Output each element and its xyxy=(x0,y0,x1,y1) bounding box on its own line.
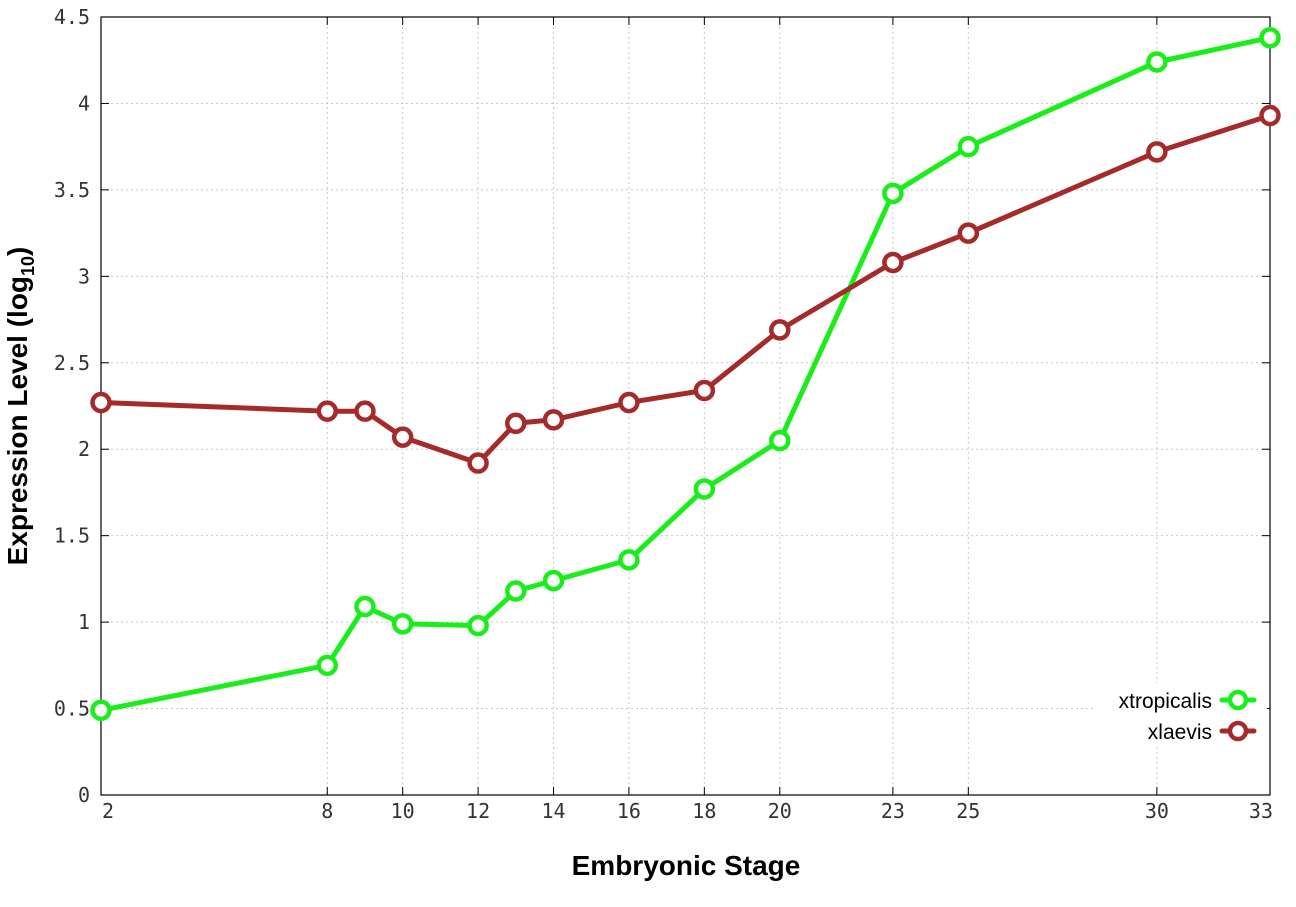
data-point-xlaevis xyxy=(542,409,565,431)
x-tick-label: 2 xyxy=(102,799,114,823)
data-point-xlaevis xyxy=(1259,104,1281,127)
x-tick-label: 20 xyxy=(768,799,792,823)
series-line-xlaevis xyxy=(98,113,1273,466)
legend-marker-xtropicalis xyxy=(1227,689,1249,711)
data-point-xlaevis xyxy=(90,391,112,414)
legend-label-xlaevis: xlaevis xyxy=(1148,721,1212,744)
data-point-xlaevis xyxy=(618,391,640,414)
data-point-xtropicalis xyxy=(391,613,414,635)
x-tick-label: 23 xyxy=(881,799,905,823)
data-point-xtropicalis xyxy=(693,478,716,500)
legend-marker-xlaevis xyxy=(1227,720,1249,742)
x-tick-label: 10 xyxy=(391,799,415,823)
x-tick-label: 18 xyxy=(692,799,716,823)
data-point-xtropicalis xyxy=(467,614,489,637)
x-tick-label: 12 xyxy=(466,799,490,823)
data-point-xlaevis xyxy=(354,400,376,422)
x-tick-label: 8 xyxy=(321,799,333,823)
data-point-xlaevis xyxy=(769,319,791,341)
data-point-xtropicalis xyxy=(90,699,112,722)
y-tick-label: 4 xyxy=(78,91,90,115)
data-point-xtropicalis xyxy=(769,429,791,452)
data-point-xlaevis xyxy=(505,412,527,435)
data-point-xlaevis xyxy=(391,426,414,448)
data-point-xlaevis xyxy=(693,379,716,402)
data-point-xlaevis xyxy=(957,222,980,244)
data-point-xtropicalis xyxy=(882,182,904,205)
data-point-xtropicalis xyxy=(542,569,565,592)
y-axis-title-close: ) xyxy=(2,247,33,256)
data-point-xtropicalis xyxy=(1146,51,1168,73)
data-point-xtropicalis xyxy=(1259,26,1281,49)
axis-ticks: 0 0.5 1 1.5 2 2.5 3 3.5 4 4.5 2 8 10 12 14 16 18 20 23 25 30… xyxy=(54,5,1273,823)
x-tick-label: 25 xyxy=(956,799,980,823)
x-tick-label: 14 xyxy=(541,799,565,823)
y-tick-label: 1.5 xyxy=(54,524,90,548)
x-tick-label: 16 xyxy=(617,799,641,823)
series-line-xtropicalis xyxy=(98,35,1273,713)
x-axis-title: Embryonic Stage xyxy=(572,850,801,881)
x-tick-label: 30 xyxy=(1145,799,1169,823)
data-point-xtropicalis xyxy=(618,549,640,571)
y-tick-label: 2 xyxy=(78,437,90,461)
x-tick-label: 33 xyxy=(1249,799,1273,823)
y-tick-label: 0 xyxy=(78,783,90,807)
legend-label-xtropicalis: xtropicalis xyxy=(1119,690,1212,713)
data-point-xtropicalis xyxy=(316,654,339,677)
grid xyxy=(101,17,1270,795)
plot-frame xyxy=(100,16,1271,796)
y-tick-label: 3 xyxy=(78,264,90,288)
y-tick-label: 3.5 xyxy=(54,178,90,202)
y-axis-title-subscript: 10 xyxy=(18,256,38,276)
data-point-xlaevis xyxy=(316,400,339,422)
y-axis-title: Expression Level (log10) xyxy=(2,247,38,566)
y-tick-label: 1 xyxy=(78,610,90,634)
data-point-xlaevis xyxy=(882,251,904,274)
data-point-xlaevis xyxy=(467,452,489,474)
data-point-xtropicalis xyxy=(505,580,527,602)
data-point-xtropicalis xyxy=(957,135,980,158)
data-point-xtropicalis xyxy=(354,595,376,618)
y-tick-label: 2.5 xyxy=(54,351,90,375)
legend: xtropicalis xlaevis xyxy=(1095,683,1267,747)
data-point-xlaevis xyxy=(1146,141,1168,163)
y-axis-title-main: Expression Level (log xyxy=(2,276,33,565)
y-tick-label: 0.5 xyxy=(54,697,90,721)
y-tick-label: 4.5 xyxy=(54,5,90,29)
series-lines xyxy=(90,26,1281,722)
